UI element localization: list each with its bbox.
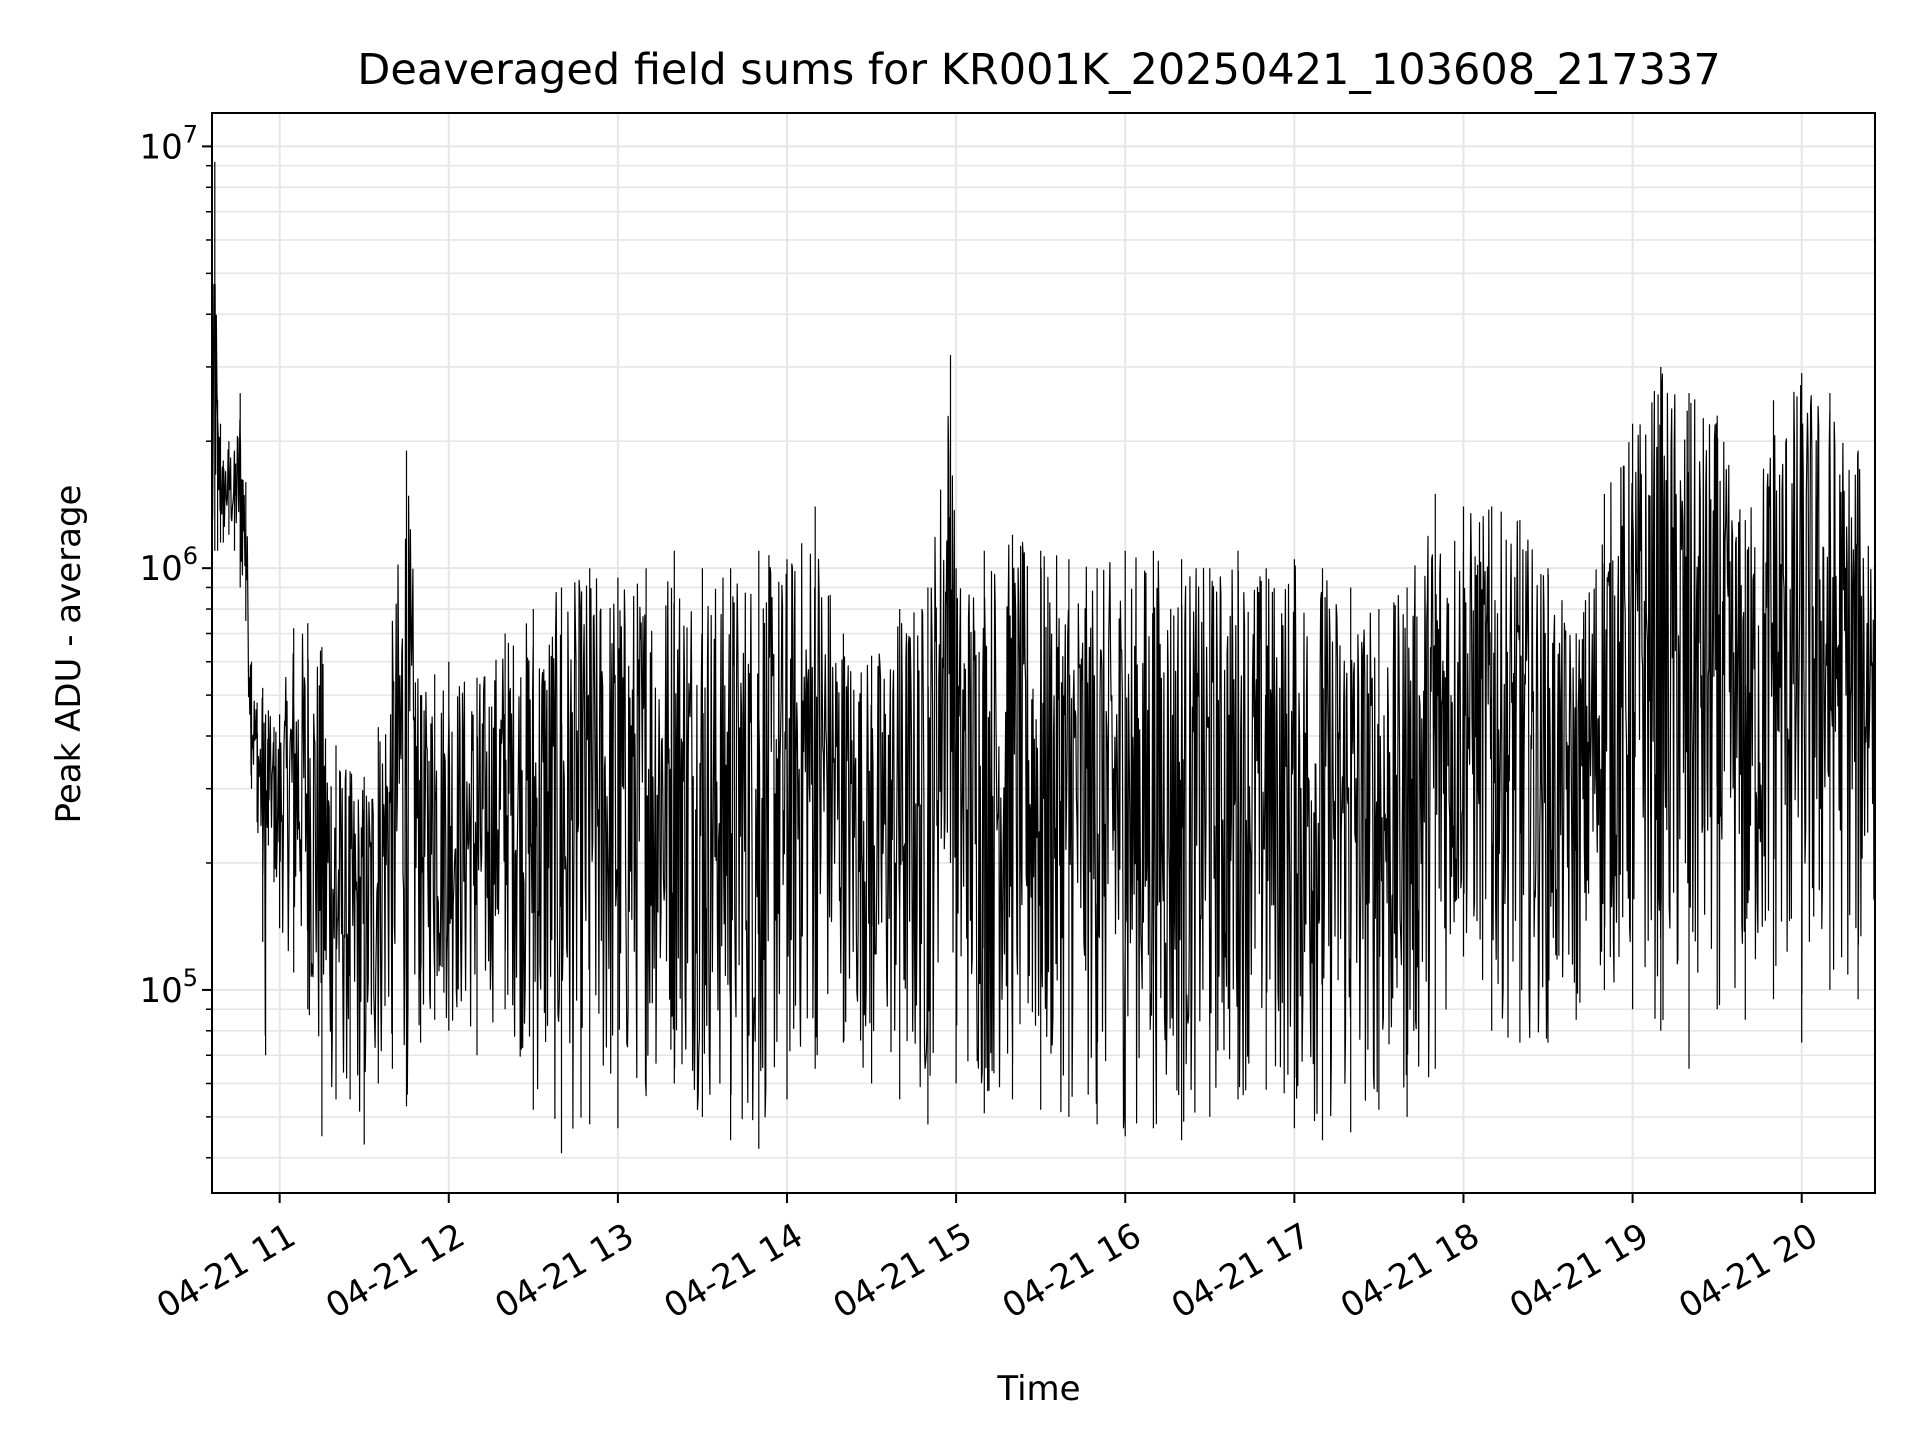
series-line-0 (211, 161, 1876, 1154)
y-tick-label: 105 (139, 964, 198, 1011)
y-axis-label: Peak ADU - average (49, 485, 89, 824)
x-axis-label: Time (996, 1369, 1080, 1409)
plot-frame (211, 112, 1876, 1194)
chart-title: Deaveraged field sums for KR001K_2025042… (357, 45, 1720, 95)
series-layer (211, 161, 1876, 1154)
y-tick-label: 107 (139, 120, 198, 167)
y-tick-label: 106 (139, 542, 198, 589)
